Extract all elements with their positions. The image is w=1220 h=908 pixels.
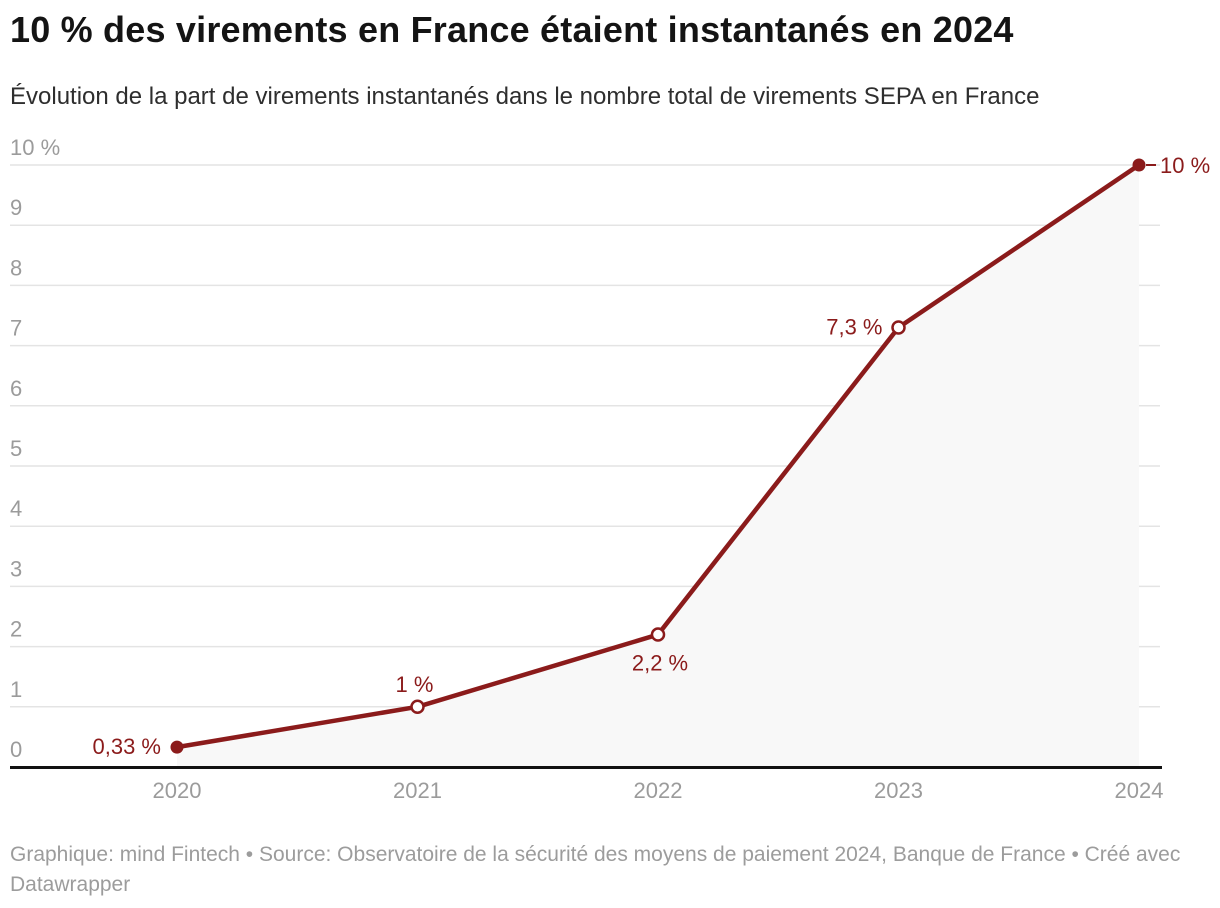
line-chart: 0 1 2 3 4 5 6 7 8 9 10 % 0,33 % 1 % 2,2 % 7,3 % 10 % 202… bbox=[10, 135, 1210, 803]
data-point-2021 bbox=[410, 699, 425, 715]
y-tick-label: 1 bbox=[10, 677, 22, 702]
y-tick-label: 5 bbox=[10, 436, 22, 461]
y-tick-label: 9 bbox=[10, 195, 22, 220]
y-tick-label: 3 bbox=[10, 556, 22, 581]
x-tick-label: 2023 bbox=[874, 778, 923, 803]
chart-subtitle: Évolution de la part de virements instan… bbox=[10, 83, 1040, 110]
x-axis-line bbox=[10, 766, 1162, 769]
data-point-2023 bbox=[891, 320, 906, 335]
data-point-2020 bbox=[170, 740, 184, 754]
y-tick-label: 0 bbox=[10, 737, 22, 762]
data-point-label: 2,2 % bbox=[632, 651, 688, 676]
x-tick-label: 2024 bbox=[1115, 778, 1164, 803]
data-point-label: 10 % bbox=[1160, 153, 1210, 178]
y-tick-label: 2 bbox=[10, 617, 22, 642]
y-tick-label: 10 % bbox=[10, 135, 60, 160]
data-point-label: 1 % bbox=[396, 672, 434, 697]
y-tick-label: 8 bbox=[10, 255, 22, 280]
y-tick-label: 7 bbox=[10, 316, 22, 341]
x-tick-label: 2021 bbox=[393, 778, 442, 803]
data-point-2024 bbox=[1132, 158, 1146, 172]
chart-footer-credit: Graphique: mind Fintech • Source: Observ… bbox=[10, 843, 1181, 896]
data-point-label: 0,33 % bbox=[93, 734, 162, 759]
x-tick-label: 2020 bbox=[153, 778, 202, 803]
series-area bbox=[177, 165, 1139, 767]
y-tick-label: 4 bbox=[10, 496, 22, 521]
chart-title: 10 % des virements en France étaient ins… bbox=[10, 9, 1014, 50]
data-point-label: 7,3 % bbox=[826, 315, 882, 340]
data-point-2022 bbox=[650, 627, 666, 642]
x-tick-label: 2022 bbox=[634, 778, 683, 803]
y-tick-label: 6 bbox=[10, 376, 22, 401]
